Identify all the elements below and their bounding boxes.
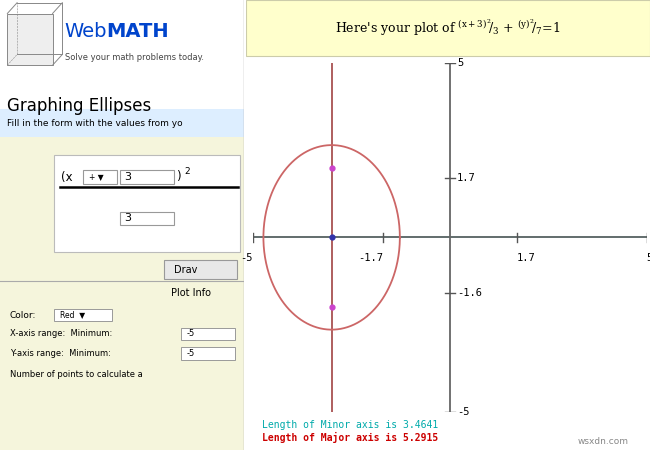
FancyBboxPatch shape	[0, 137, 244, 450]
Text: Length of Minor axis is 3.4641: Length of Minor axis is 3.4641	[263, 420, 439, 430]
Text: Number of points to calculate a: Number of points to calculate a	[10, 370, 142, 379]
Text: -5: -5	[187, 329, 195, 338]
FancyBboxPatch shape	[246, 0, 650, 56]
Text: Plot Info: Plot Info	[171, 288, 211, 298]
Text: ): )	[176, 171, 181, 183]
Text: (x: (x	[61, 171, 73, 184]
Text: Foci at (-3,-2) and (-3,2): Foci at (-3,-2) and (-3,2)	[263, 78, 415, 88]
FancyBboxPatch shape	[181, 328, 235, 340]
Text: 5: 5	[457, 58, 463, 68]
Text: Here's your plot of $\mathregular{^{(x+3)^2}\!/_{3}}$ + $\mathregular{^{(y)^2}\!: Here's your plot of $\mathregular{^{(x+3…	[335, 18, 561, 38]
Text: 3: 3	[125, 172, 132, 182]
Text: Fill in the form with the values from yo: Fill in the form with the values from yo	[7, 119, 183, 128]
Text: Graphing Ellipses: Graphing Ellipses	[7, 97, 151, 115]
FancyBboxPatch shape	[120, 170, 174, 184]
Text: Drav: Drav	[174, 265, 197, 274]
FancyBboxPatch shape	[54, 309, 112, 321]
Text: Length of Major axis is 5.2915: Length of Major axis is 5.2915	[263, 432, 439, 443]
Text: wsxdn.com: wsxdn.com	[577, 437, 629, 446]
Text: MATH: MATH	[107, 22, 169, 41]
FancyBboxPatch shape	[0, 109, 244, 137]
Text: -1.7: -1.7	[358, 253, 383, 263]
Text: 1.7: 1.7	[517, 253, 536, 263]
Text: -5: -5	[187, 349, 195, 358]
Text: -1.6: -1.6	[457, 288, 482, 298]
Text: -5: -5	[240, 253, 253, 263]
Text: Red  ▼: Red ▼	[60, 310, 85, 320]
FancyBboxPatch shape	[120, 212, 174, 225]
Text: Y-axis range:  Minimum:: Y-axis range: Minimum:	[10, 349, 111, 358]
Text: -5: -5	[457, 407, 469, 417]
Text: Color:: Color:	[10, 310, 36, 320]
Text: + ▼: + ▼	[89, 172, 104, 181]
Text: Web: Web	[65, 22, 107, 41]
Text: Solve your math problems today.: Solve your math problems today.	[65, 53, 203, 62]
FancyBboxPatch shape	[54, 155, 239, 252]
FancyBboxPatch shape	[0, 0, 244, 81]
Text: X-axis range:  Minimum:: X-axis range: Minimum:	[10, 329, 112, 338]
Text: 2: 2	[185, 167, 190, 176]
FancyBboxPatch shape	[7, 14, 53, 65]
Text: 3: 3	[125, 213, 132, 223]
Text: 5: 5	[647, 253, 650, 263]
FancyBboxPatch shape	[164, 260, 237, 279]
Text: 1.7: 1.7	[457, 173, 476, 183]
FancyBboxPatch shape	[181, 347, 235, 360]
FancyBboxPatch shape	[0, 81, 244, 450]
Text: Center at (-3,-0): Center at (-3,-0)	[263, 65, 369, 75]
FancyBboxPatch shape	[83, 170, 117, 184]
